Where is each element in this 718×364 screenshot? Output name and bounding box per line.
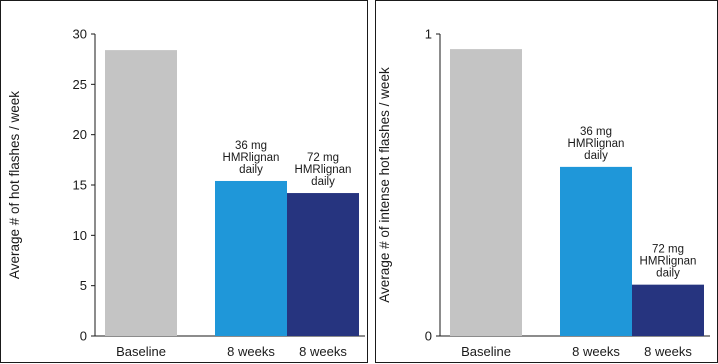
y-axis-label: Average # of intense hot flashes / week — [377, 67, 392, 303]
bar — [105, 50, 177, 337]
bar-annotation-line: daily — [656, 268, 680, 280]
x-category-label: 8 weeks — [572, 344, 620, 359]
bar-annotation-line: daily — [311, 176, 335, 188]
bar-annotation: 36 mg HMRlignan daily — [223, 140, 280, 176]
bar-annotation: 72 mg HMRlignan daily — [640, 244, 697, 280]
bar-annotation-line: HMRlignan — [640, 256, 697, 268]
intense-hot-flashes-bar-chart: 0 1 Average # of intense hot flashes / wee… — [377, 27, 710, 359]
bar-annotation-line: HMRlignan — [568, 138, 625, 150]
x-category-label: Baseline — [116, 344, 166, 359]
y-tick-label: 10 — [73, 228, 87, 243]
y-tick-label: 20 — [73, 127, 87, 142]
bar-annotation-line: HMRlignan — [223, 152, 280, 164]
y-tick-label: 15 — [73, 178, 87, 193]
hot-flashes-bar-chart: 0 5 10 15 20 25 30 Average # of hot flashes / w… — [7, 27, 365, 359]
y-tick-label: 1 — [425, 27, 432, 42]
bar-annotation-line: HMRlignan — [295, 164, 352, 176]
bar-annotation: 36 mg HMRlignan daily — [568, 126, 625, 162]
y-tick-label: 25 — [73, 77, 87, 92]
y-axis-label: Average # of hot flashes / week — [7, 91, 22, 279]
x-category-label: 8 weeks — [227, 344, 275, 359]
bar-annotation-line: 36 mg — [235, 140, 267, 152]
chart-panel-intense-hot-flashes: 0 1 Average # of intense hot flashes / wee… — [375, 0, 718, 363]
bar-annotation-line: daily — [584, 150, 608, 162]
x-category-label: 8 weeks — [644, 344, 692, 359]
bar-annotation-line: daily — [239, 164, 263, 176]
bar-annotation-line: 72 mg — [652, 244, 684, 256]
y-tick-label: 0 — [425, 329, 432, 344]
bar — [632, 284, 704, 336]
bar — [287, 193, 359, 336]
bar — [450, 49, 522, 336]
y-tick-label: 5 — [80, 278, 87, 293]
bar-annotation-line: 36 mg — [580, 126, 612, 138]
x-category-label: Baseline — [461, 344, 511, 359]
bar — [215, 180, 287, 336]
y-tick-label: 30 — [73, 27, 87, 42]
bar — [560, 166, 632, 336]
x-category-label: 8 weeks — [299, 344, 347, 359]
bar-annotation: 72 mg HMRlignan daily — [295, 152, 352, 188]
bar-annotation-line: 72 mg — [307, 152, 339, 164]
y-tick-label: 0 — [80, 329, 87, 344]
chart-panel-hot-flashes: 0 5 10 15 20 25 30 Average # of hot flashes / w… — [0, 0, 368, 363]
